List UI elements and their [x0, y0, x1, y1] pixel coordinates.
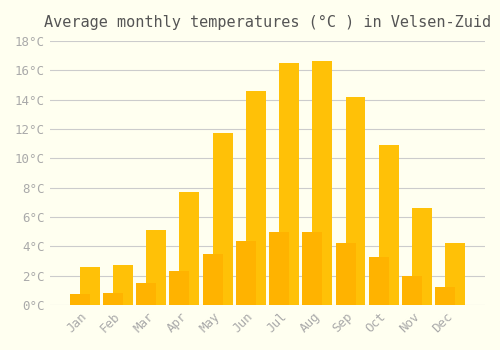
Bar: [446, 243, 465, 305]
Bar: [103, 293, 123, 305]
Bar: [70, 294, 89, 305]
Bar: [336, 243, 355, 305]
Bar: [312, 62, 332, 305]
Bar: [212, 133, 233, 305]
Bar: [202, 253, 222, 305]
Bar: [379, 145, 398, 305]
Title: Average monthly temperatures (°C ) in Velsen-Zuid: Average monthly temperatures (°C ) in Ve…: [44, 15, 491, 30]
Bar: [113, 265, 133, 305]
Bar: [412, 208, 432, 305]
Bar: [402, 276, 422, 305]
Bar: [146, 230, 166, 305]
Bar: [170, 271, 190, 305]
Bar: [180, 192, 200, 305]
Bar: [80, 267, 100, 305]
Bar: [279, 63, 299, 305]
Bar: [269, 232, 289, 305]
Bar: [346, 97, 366, 305]
Bar: [236, 241, 256, 305]
Bar: [136, 282, 156, 305]
Bar: [436, 287, 455, 305]
Bar: [369, 257, 389, 305]
Bar: [246, 91, 266, 305]
Bar: [302, 232, 322, 305]
